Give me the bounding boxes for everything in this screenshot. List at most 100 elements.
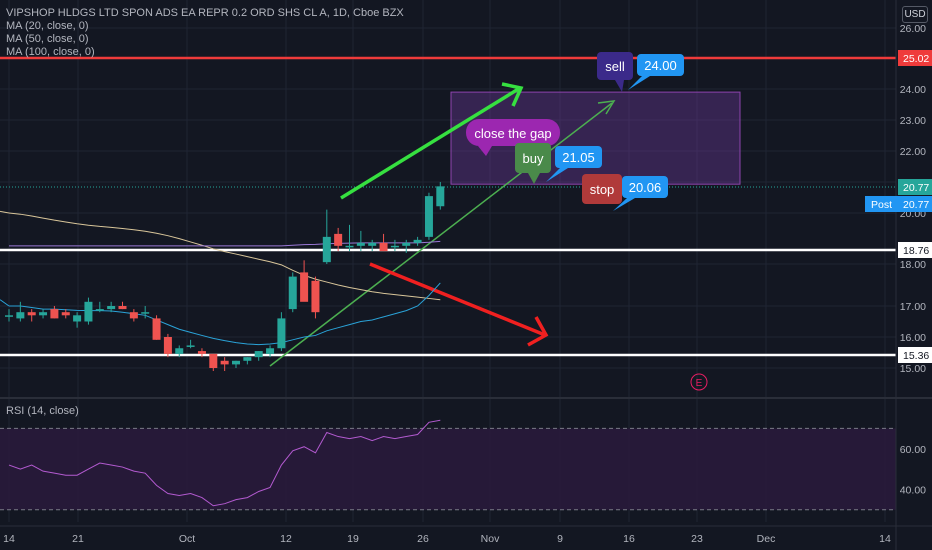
sell-note-text: sell [605,59,625,74]
candle-body [84,301,93,322]
sell-price-tail [628,76,650,90]
ma100-lead [0,210,10,214]
y-tick-label: 23.00 [900,115,926,127]
y-tick-label: 17.00 [900,301,926,313]
x-tick-label: Dec [757,533,776,545]
price-tag [898,242,932,258]
ma20-label: MA (20, close, 0) [6,20,89,32]
price-axis: 26.0024.0023.0022.0021.0020.0018.0017.00… [865,0,932,550]
candle-body [129,312,138,319]
candle-body [413,239,422,243]
y-tick-label: 24.00 [900,84,926,96]
candle-body [402,242,411,246]
rsi-tick-label: 60.00 [900,444,926,456]
candle-body [209,353,218,368]
x-tick-label: 9 [557,533,563,545]
x-tick-label: Oct [179,533,195,545]
x-tick-label: 16 [623,533,635,545]
candle-body [175,348,184,354]
candle-body [254,351,263,358]
post-tag [865,196,932,212]
price-tag [898,50,932,66]
gap-note-tail [478,146,492,156]
candle-body [424,196,433,237]
x-tick-label: 23 [691,533,703,545]
y-tick-label: 18.00 [900,259,926,271]
candle-body [163,337,172,354]
price-tag-label: 25.02 [903,53,929,65]
price-tag-label: 15.36 [903,350,929,362]
candle-body [288,276,297,310]
candle-body [5,315,13,317]
sell-note-bubble [597,52,633,80]
candle-body [152,318,161,340]
up-arrow [340,86,521,200]
sell-note-tail [615,80,624,92]
stop-price-bubble [622,176,668,198]
candle-body [266,348,275,354]
candle-body [345,245,354,248]
trend-line [269,102,613,367]
buy-price-tail [546,168,568,182]
price-tag [898,179,932,195]
candle-body [50,309,59,319]
currency-badge[interactable]: USD [902,6,928,23]
x-tick-label: 12 [280,533,292,545]
y-tick-label: 15.00 [900,363,926,375]
buy-note-text: buy [523,151,544,166]
up-arrowhead [501,82,524,107]
candle-body [277,318,286,349]
candle-body [186,345,195,347]
down-arrowhead [527,316,549,347]
candle-body [390,245,399,248]
down-arrow [369,262,546,337]
rsi-band [0,428,896,510]
candle-body [311,280,320,313]
chart-legend: VIPSHOP HLDGS LTD SPON ADS EA REPR 0.2 O… [6,7,404,59]
candle-body [436,186,445,207]
candle-body [220,360,229,365]
candles [5,182,445,371]
candle-body [232,360,240,365]
rsi-panel [0,397,932,511]
gap-note-bubble [466,119,560,146]
x-tick-label: 14 [3,533,15,545]
price-tag-label: 18.76 [903,245,929,257]
rsi-line [8,419,441,507]
candle-body [322,236,331,263]
buy-price-text: 21.05 [562,150,595,165]
stop-price-tail [613,198,635,211]
candle-body [39,312,48,316]
candle-body [368,242,377,246]
x-tick-label: 14 [879,533,891,545]
candle-body [73,315,82,322]
buy-note-bubble [515,143,551,173]
ma100-line [8,212,441,301]
candle-body [95,309,104,311]
sell-price-text: 24.00 [644,58,677,73]
buy-price-bubble [555,146,602,168]
x-tick-label: 21 [72,533,84,545]
post-tag-value: 20.77 [903,199,929,211]
buy-note-tail [528,173,540,184]
candle-body [118,306,127,310]
y-tick-label: 26.00 [900,23,926,35]
candle-body [243,357,252,361]
trend-arrowhead [597,100,616,115]
annotations: sell 24.00 close the gap buy 21.05 stop 20.06 E [466,52,708,391]
gap-note-text: close the gap [474,126,551,141]
candle-body [141,312,150,314]
ma20-line [9,282,441,346]
candle-body [356,242,365,246]
candle-body [197,351,206,354]
y-tick-label: 22.00 [900,146,926,158]
candle-body [379,242,388,252]
moving-averages [0,210,441,346]
stop-note-bubble [582,174,622,204]
horizontal-lines [0,56,896,357]
x-tick-label: 26 [417,533,429,545]
sell-price-bubble [637,54,684,76]
ma20-lead [0,299,10,307]
y-tick-label: 16.00 [900,332,926,344]
